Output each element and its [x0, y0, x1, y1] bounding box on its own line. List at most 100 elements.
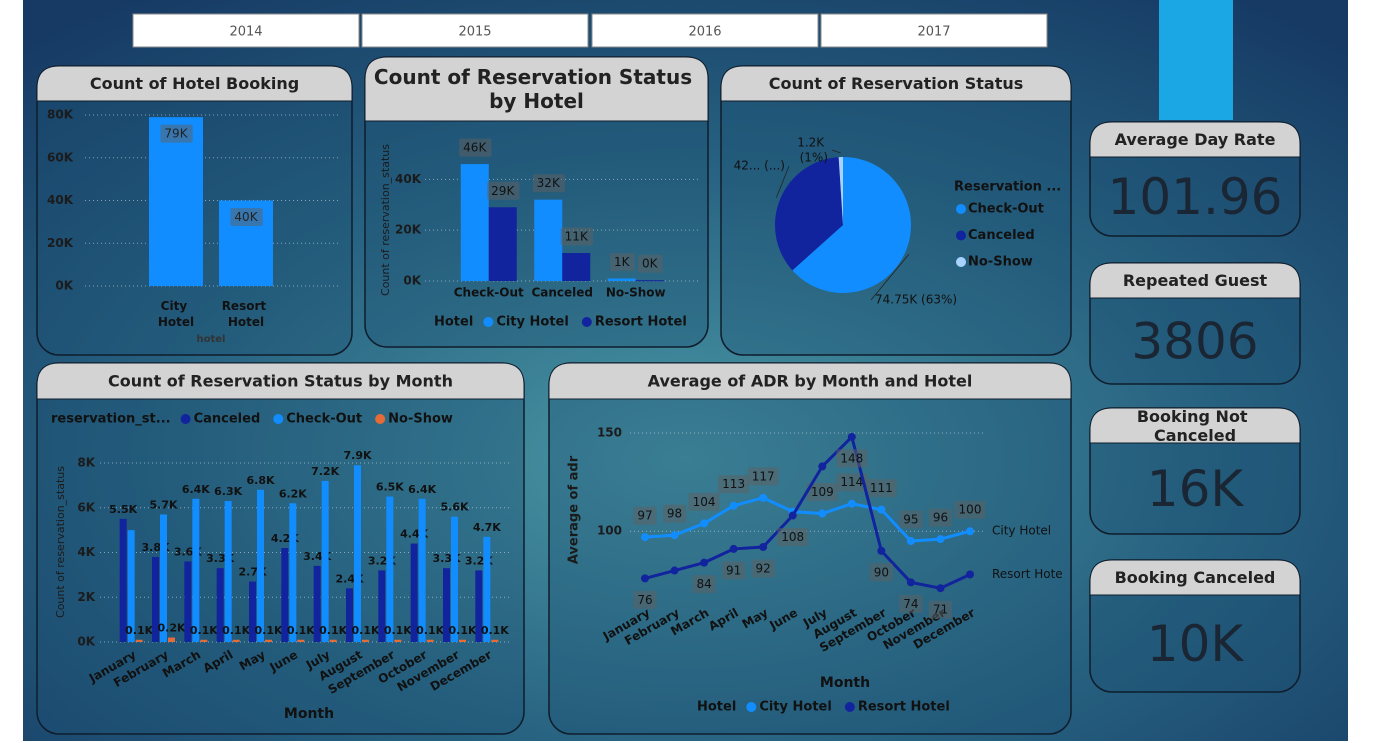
- data-label: 100: [959, 503, 982, 517]
- bar: [475, 570, 483, 642]
- data-label: 0.2K: [157, 622, 185, 635]
- y-tick-label: 80K: [47, 108, 74, 122]
- legend-title: Hotel: [697, 700, 736, 715]
- bar: [426, 639, 434, 642]
- legend-swatch: [375, 414, 386, 424]
- point: [700, 519, 709, 528]
- slicer-label: 2017: [917, 25, 950, 40]
- y-tick-label: 40K: [47, 193, 74, 207]
- legend-label: City Hotel: [759, 700, 832, 715]
- bar: [249, 581, 256, 642]
- bar: [635, 280, 664, 282]
- leader-line: [870, 254, 910, 301]
- bar: [386, 496, 394, 642]
- data-label: 0.1K: [416, 624, 444, 637]
- label-box: [721, 561, 746, 580]
- x-tick-label: Resort Hotel: [222, 299, 271, 329]
- bar: [329, 639, 337, 642]
- slicer-button[interactable]: [132, 13, 360, 48]
- bar: [168, 637, 175, 642]
- series-end-label: City Hotel: [992, 524, 1051, 538]
- label-box: [899, 510, 923, 529]
- label-box: [688, 492, 720, 511]
- y-tick-label: 150: [597, 426, 622, 440]
- data-label: 6.5K: [376, 481, 404, 494]
- bar: [410, 543, 418, 642]
- chart-header: [720, 65, 1072, 102]
- data-label: 42... (...): [734, 159, 785, 173]
- bar: [192, 498, 200, 642]
- data-label: 79K: [164, 127, 188, 141]
- label-box: [692, 575, 716, 594]
- data-label: 76: [637, 593, 652, 607]
- point: [729, 544, 738, 553]
- data-label: 6.2K: [279, 487, 307, 500]
- legend-label: City Hotel: [496, 315, 569, 330]
- bar: [313, 565, 321, 642]
- bar: [265, 639, 272, 642]
- data-label: 46K: [463, 141, 487, 155]
- x-axis-title: Month: [284, 706, 334, 722]
- kpi-title: Booking Not Canceled: [1137, 406, 1253, 444]
- slicer-button[interactable]: [591, 13, 819, 48]
- chart-title: Count of Reservation Status by Hotel: [374, 65, 699, 113]
- data-label: 74: [903, 597, 918, 611]
- data-label: 114: [840, 475, 863, 489]
- legend-label: Check-Out: [286, 412, 362, 427]
- kpi-title: Average Day Rate: [1115, 130, 1276, 149]
- point: [818, 462, 827, 471]
- bar: [607, 278, 636, 281]
- legend-swatch: [956, 204, 966, 214]
- data-label: 104: [693, 495, 716, 509]
- bar: [127, 530, 135, 642]
- bar: [135, 639, 143, 642]
- data-label: 74.75K (63%): [875, 293, 957, 307]
- bar: [200, 639, 208, 642]
- bar: [534, 199, 563, 281]
- label-box: [806, 483, 838, 502]
- line: [644, 496, 971, 543]
- data-label: 111: [870, 481, 893, 495]
- y-tick-label: 40K: [395, 172, 422, 186]
- point: [759, 493, 768, 502]
- pie-slice: [792, 157, 911, 293]
- chart-card: [548, 362, 1072, 735]
- slicer-button[interactable]: [361, 13, 589, 48]
- kpi-value: 3806: [1131, 313, 1258, 371]
- chart-header: [548, 362, 1072, 400]
- series-end-label: Resort Hotel: [992, 567, 1066, 581]
- point: [641, 533, 649, 542]
- label-box: [487, 181, 520, 200]
- x-axis-title: hotel: [197, 334, 226, 345]
- legend-swatch: [180, 414, 191, 424]
- data-label: 0.1K: [384, 624, 412, 637]
- data-label: 7.2K: [311, 465, 339, 478]
- data-label: 6.4K: [408, 483, 436, 496]
- data-label: 0.1K: [222, 624, 250, 637]
- bar: [224, 501, 232, 642]
- bar: [418, 498, 426, 642]
- bar: [119, 518, 127, 642]
- data-label: 0.1K: [125, 624, 153, 637]
- legend-title: reservation_st...: [51, 412, 171, 427]
- slicer-button[interactable]: [820, 13, 1048, 48]
- chart-title: Average of ADR by Month and Hotel: [648, 372, 973, 391]
- legend-label: Resort Hotel: [858, 700, 950, 715]
- legend-swatch: [956, 257, 966, 267]
- bar: [289, 503, 297, 642]
- point: [877, 505, 886, 514]
- data-label: 91: [726, 563, 741, 577]
- chart-header: [364, 56, 709, 122]
- kpi-value: 10K: [1147, 615, 1245, 673]
- legend-swatch: [483, 317, 494, 327]
- legend-label: Canceled: [968, 228, 1035, 243]
- label-box: [560, 227, 593, 246]
- point: [906, 537, 915, 546]
- y-tick-label: 100: [597, 524, 622, 538]
- kpi-header: [1089, 121, 1301, 158]
- x-tick-label: Check-Out: [454, 286, 524, 300]
- data-label: 0.1K: [190, 624, 218, 637]
- chart-title: Count of Reservation Status by Month: [108, 372, 453, 391]
- chart-header: [36, 65, 353, 102]
- label-box: [230, 208, 263, 226]
